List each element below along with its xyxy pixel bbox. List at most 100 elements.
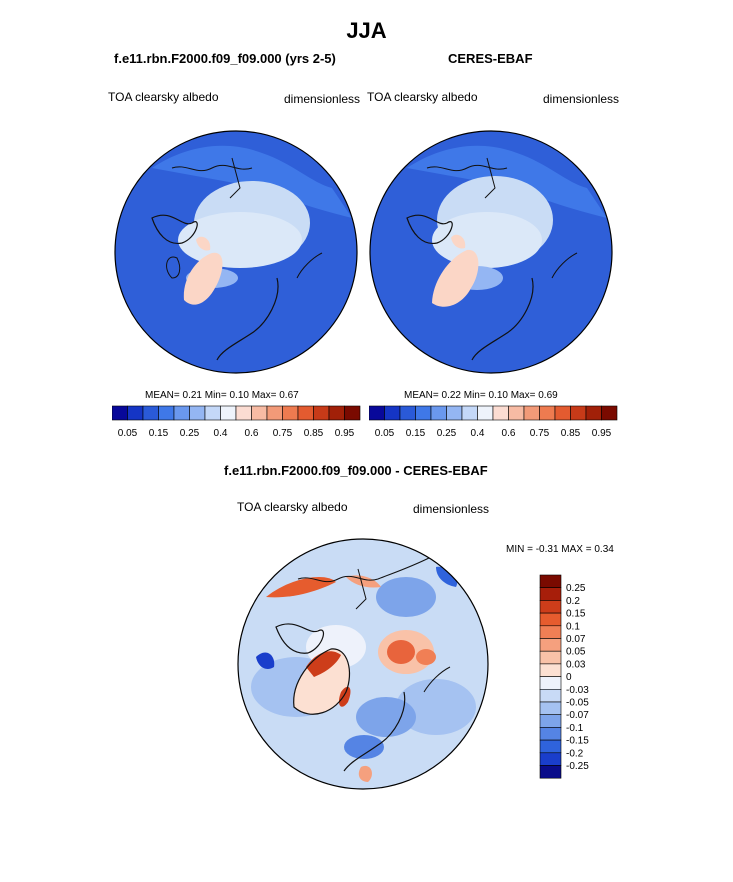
colorbar-swatch: [204, 405, 221, 421]
coastline: [406, 214, 453, 245]
colorbar-swatch: [251, 405, 268, 421]
colorbar-label: 0.85: [561, 428, 581, 439]
diff-units: dimensionless: [413, 502, 490, 516]
colorbar-label: 0.75: [530, 428, 550, 439]
left-units: dimensionless: [284, 92, 361, 106]
colorbar-label: 0.95: [592, 428, 612, 439]
colorbar-swatches: [369, 405, 618, 421]
colorbar-swatch: [539, 650, 562, 665]
colorbar-swatch: [430, 405, 447, 421]
colorbar-swatch: [539, 574, 562, 588]
colorbar-swatch: [539, 638, 562, 652]
colorbar-label: 0.25: [566, 583, 586, 594]
diff-var-label: TOA clearsky albedo: [237, 500, 348, 514]
colorbar-swatch: [508, 405, 525, 421]
colorbar-label: 0.85: [304, 428, 324, 439]
colorbar-label: 0.03: [566, 659, 586, 670]
colorbar-swatch: [384, 405, 401, 421]
colorbar-swatch: [523, 405, 540, 421]
colorbar-swatch: [415, 405, 432, 421]
colorbar-label: -0.1: [566, 723, 584, 734]
colorbar-swatch: [539, 752, 562, 766]
colorbar-label: 0.4: [214, 428, 228, 439]
colorbar-label: 0.15: [406, 428, 426, 439]
colorbar-label: 0.95: [335, 428, 355, 439]
left-colorbar: 0.05 0.15 0.25 0.4 0.6 0.75 0.85 0.95: [112, 405, 361, 439]
colorbar-swatch: [313, 405, 330, 421]
colorbar-swatch: [369, 405, 385, 421]
colorbar-swatch: [539, 663, 562, 677]
colorbar-label: 0.75: [273, 428, 293, 439]
left-var-label: TOA clearsky albedo: [108, 90, 219, 104]
colorbar-label: -0.07: [566, 710, 589, 721]
coastline: [275, 623, 325, 654]
right-panel-title: CERES-EBAF: [448, 51, 533, 66]
diff-colorbar: 0.250.20.150.10.070.050.030-0.03-0.05-0.…: [539, 574, 589, 779]
colorbar-swatches: [112, 405, 361, 421]
colorbar-swatch: [297, 405, 314, 421]
colorbar-label: 0: [566, 672, 572, 683]
right-colorbar: 0.05 0.15 0.25 0.4 0.6 0.75 0.85 0.95: [369, 405, 618, 439]
colorbar-label: 0.1: [566, 621, 580, 632]
colorbar-swatch: [601, 405, 618, 421]
colorbar-swatch: [344, 405, 361, 421]
colorbar-swatch: [539, 612, 562, 627]
colorbar-swatch: [127, 405, 144, 421]
colorbar-swatches: [539, 574, 562, 779]
colorbar-label: 0.15: [149, 428, 169, 439]
colorbar-swatch: [539, 689, 562, 703]
colorbar-swatch: [570, 405, 587, 421]
diff-polar-map: [237, 538, 489, 790]
colorbar-label: 0.05: [566, 647, 586, 658]
colorbar-swatch: [539, 587, 562, 601]
colorbar-swatch: [399, 405, 416, 421]
colorbar-swatch: [266, 405, 283, 421]
colorbar-label: -0.15: [566, 736, 589, 747]
left-stats: MEAN= 0.21 Min= 0.10 Max= 0.67: [145, 390, 299, 401]
colorbar-label: 0.07: [566, 634, 586, 645]
colorbar-swatch: [554, 405, 571, 421]
colorbar-swatch: [461, 405, 478, 421]
colorbar-swatch: [235, 405, 252, 421]
colorbar-swatch: [539, 600, 562, 614]
colorbar-label: 0.25: [180, 428, 200, 439]
left-panel-title: f.e11.rbn.F2000.f09_f09.000 (yrs 2-5): [114, 51, 336, 66]
colorbar-swatch: [539, 405, 556, 421]
colorbar-swatch: [539, 714, 562, 728]
colorbar-swatch: [492, 405, 509, 421]
colorbar-swatch: [539, 765, 562, 779]
greenland-region: [432, 249, 479, 307]
colorbar-swatch: [142, 405, 159, 421]
colorbar-swatch: [189, 405, 206, 421]
colorbar-swatch: [158, 405, 175, 421]
colorbar-label: -0.03: [566, 685, 589, 696]
colorbar-swatch: [328, 405, 345, 421]
colorbar-label: 0.15: [566, 609, 586, 620]
colorbar-swatch: [220, 405, 237, 421]
greenland-region: [183, 252, 223, 305]
right-units: dimensionless: [543, 92, 620, 106]
diff-stats: MIN = -0.31 MAX = 0.34: [506, 544, 614, 555]
colorbar-swatch: [539, 625, 562, 639]
colorbar-swatch: [539, 676, 562, 690]
colorbar-swatch: [539, 739, 562, 754]
left-polar-map: [114, 130, 358, 374]
colorbar-label: 0.2: [566, 596, 580, 607]
colorbar-swatch: [585, 405, 602, 421]
colorbar-swatch: [446, 405, 463, 421]
colorbar-label: -0.25: [566, 761, 589, 772]
colorbar-swatch: [539, 727, 562, 741]
colorbar-label: 0.05: [375, 428, 395, 439]
colorbar-label: 0.05: [118, 428, 138, 439]
colorbar-swatch: [477, 405, 494, 421]
colorbar-label: 0.4: [471, 428, 485, 439]
right-polar-map: [369, 130, 613, 374]
right-stats: MEAN= 0.22 Min= 0.10 Max= 0.69: [404, 390, 558, 401]
colorbar-label: 0.25: [437, 428, 457, 439]
colorbar-label: 0.6: [245, 428, 259, 439]
coastline: [151, 214, 198, 245]
diff-panel-title: f.e11.rbn.F2000.f09_f09.000 - CERES-EBAF: [224, 463, 488, 478]
page-title: JJA: [346, 18, 387, 43]
colorbar-label: 0.6: [502, 428, 516, 439]
right-var-label: TOA clearsky albedo: [367, 90, 478, 104]
